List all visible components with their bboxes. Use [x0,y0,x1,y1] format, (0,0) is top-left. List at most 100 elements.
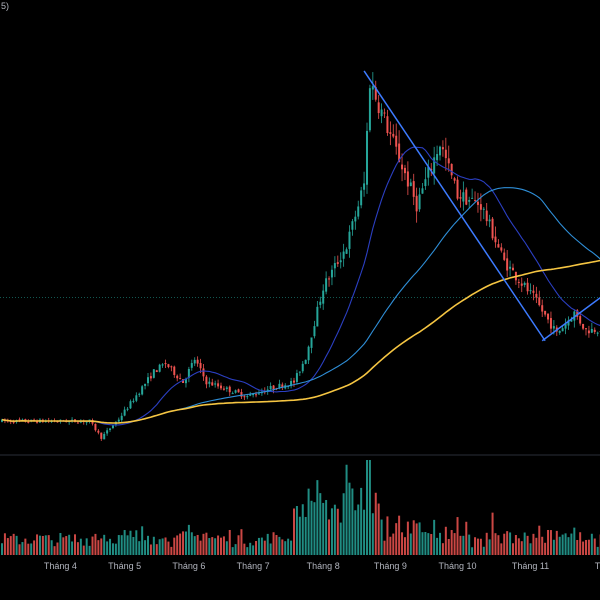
candle-body [158,364,161,372]
volume-bar [149,544,152,555]
volume-bar [231,547,234,555]
volume-bar [100,538,103,555]
volume-bar [290,540,293,555]
candle-body [418,194,421,210]
volume-bar [76,542,79,555]
candle-body [76,422,79,424]
volume-bar [558,536,561,555]
volume-bar [44,535,47,555]
candle-body [576,310,579,317]
volume-bar [187,524,190,555]
volume-bar [211,537,214,555]
volume-bar [141,526,144,555]
x-tick-label: Tháng [595,561,600,571]
candle-body [564,323,567,329]
candle-body [433,157,436,174]
candle-body [366,130,368,185]
candle-body [444,149,447,159]
volume-bar [354,510,357,555]
x-tick-label: Tháng 11 [512,561,549,571]
candle-body [182,379,185,383]
volume-bar [587,539,590,555]
candle-body [348,231,351,249]
volume-bar [386,516,389,555]
volume-bar [123,530,126,555]
candle-body [479,204,482,210]
volume-bar [161,538,164,555]
candle-body [415,195,418,212]
volume-bar [517,538,520,555]
candle-body [144,383,147,386]
volume-bar [71,541,74,555]
volume-bar [152,536,155,555]
candle-body [351,221,354,230]
volume-bar [395,523,398,555]
volume-bar [582,541,585,555]
candle-body [97,430,100,433]
volume-bar [155,544,158,555]
candle-body [187,369,190,379]
candle-body [547,313,550,320]
volume-bar [328,519,331,555]
volume-bar [590,533,593,555]
candle-body [360,190,363,206]
volume-bar [415,523,418,555]
volume-bar [281,539,284,555]
candle-body [269,385,272,390]
candle-body [319,301,322,305]
volume-bar [439,532,441,555]
candle-body [152,369,155,378]
candle-body [333,263,336,269]
volume-bar [316,480,319,555]
volume-bar [465,521,468,555]
volume-bar [15,535,18,555]
volume-bar [225,541,228,555]
candle-body [266,389,269,392]
candle-body [161,364,164,366]
candle-body [494,236,497,243]
candle-body [573,311,576,321]
candle-body [447,158,450,164]
volume-bar [441,543,444,555]
volume-bar [360,487,363,555]
volume-bar [576,539,579,555]
volume-bar [351,488,354,555]
candle-body [211,382,214,386]
candle-body [345,249,348,254]
x-tick-label: Tháng 10 [439,561,477,571]
candle-body [132,400,135,402]
candle-body [497,244,500,248]
volume-bars [1,460,600,555]
candle-body [482,208,485,210]
candle-body [214,383,217,385]
volume-bar [401,532,404,555]
candle-body [147,377,149,384]
volume-bar [59,532,62,555]
candle-body [290,381,293,387]
candle-body [529,290,532,292]
volume-bar [278,536,281,555]
volume-bar [488,539,491,555]
candle-body [199,362,202,369]
candle-body [468,199,471,202]
volume-bar [217,535,220,555]
volume-bar [1,543,3,555]
candle-body [325,278,328,292]
candle-body [135,395,138,401]
x-axis: Tháng 4 Tháng 5 Tháng 6 Tháng 7 Tháng 8 Tháng… [44,561,600,571]
volume-bar [179,533,182,555]
candle-body [255,394,258,396]
volume-bar [120,535,123,555]
volume-bar [301,504,304,555]
volume-bar [199,540,202,555]
candle-body [149,376,152,379]
candle-body [389,132,392,134]
volume-bar [36,534,39,555]
volume-bar [240,529,243,555]
candle-body [196,359,199,364]
volume-bar [561,534,564,555]
volume-bar [170,546,173,555]
candle-body [272,385,275,390]
volume-bar [263,540,266,555]
volume-bar [310,500,313,555]
